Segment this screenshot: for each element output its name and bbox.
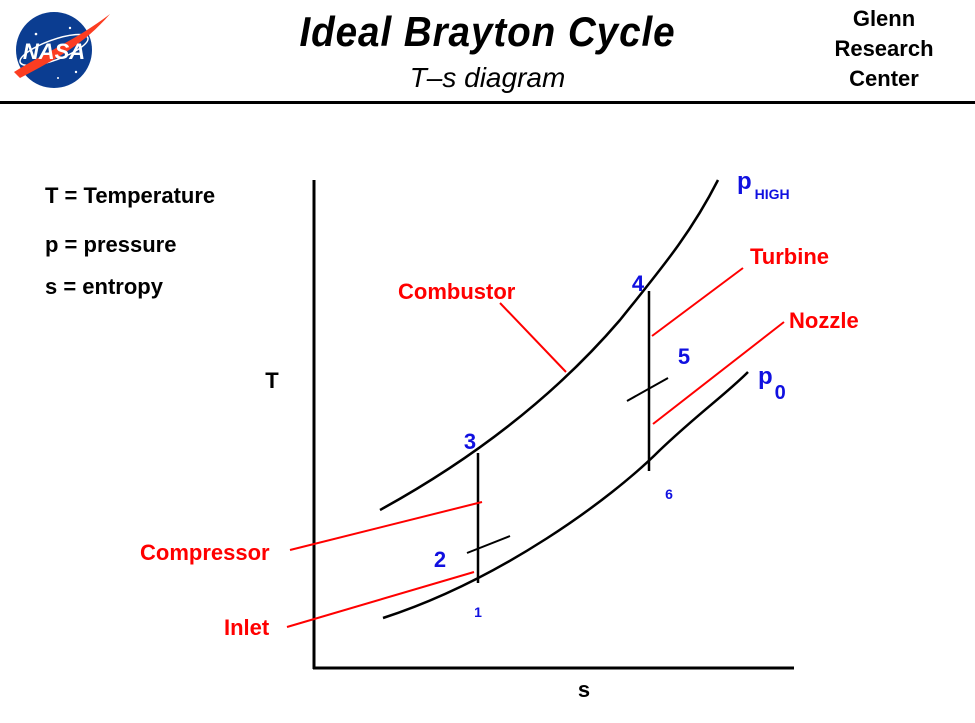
y-axis-label: T — [265, 368, 279, 393]
station-1-label: 1 — [474, 604, 482, 620]
legend-temperature: T = Temperature — [45, 183, 216, 208]
station-3-label: 3 — [464, 429, 476, 454]
nasa-logo-text: NASA — [23, 39, 85, 64]
header: NASA Ideal Brayton Cycle T–s diagram Gle… — [0, 0, 975, 101]
low-pressure-subscript: 0 — [775, 382, 786, 404]
nozzle-leader — [652, 321, 785, 425]
combustor-label: Combustor — [398, 279, 516, 304]
combustor-leader — [499, 302, 567, 373]
inlet-leader — [286, 571, 475, 628]
low-pressure-curve — [382, 371, 749, 620]
station-5-tick — [626, 377, 669, 402]
station-5-label: 5 — [678, 344, 690, 369]
org-line-1: Glenn — [852, 6, 916, 31]
low-pressure-label: p0 — [758, 363, 786, 404]
nozzle-label: Nozzle — [789, 308, 859, 333]
station-2-tick — [466, 535, 511, 554]
high-pressure-symbol: p — [737, 168, 752, 195]
high-pressure-label: p HIGH — [737, 168, 790, 202]
turbine-leader — [651, 267, 744, 337]
compressor-leader — [289, 501, 483, 551]
high-pressure-curve — [379, 179, 720, 512]
station-6-label: 6 — [665, 486, 673, 502]
legend-pressure: p = pressure — [45, 232, 177, 257]
inlet-label: Inlet — [224, 615, 270, 640]
org-line-3: Center — [849, 66, 919, 91]
station-2-label: 2 — [434, 547, 446, 572]
org-line-2: Research — [834, 36, 934, 61]
station-4-label: 4 — [632, 271, 645, 296]
compressor-label: Compressor — [140, 540, 270, 565]
nasa-logo: NASA — [14, 12, 110, 88]
x-axis-label: s — [578, 677, 590, 702]
turbine-label: Turbine — [750, 244, 829, 269]
header-divider — [0, 101, 975, 104]
high-pressure-subscript: HIGH — [755, 186, 790, 202]
legend-entropy: s = entropy — [45, 274, 163, 299]
page-title: Ideal Brayton Cycle — [299, 8, 676, 55]
low-pressure-symbol: p — [758, 363, 773, 390]
org-name: Glenn Research Center — [819, 4, 949, 94]
page-subtitle: T–s diagram — [409, 62, 566, 93]
